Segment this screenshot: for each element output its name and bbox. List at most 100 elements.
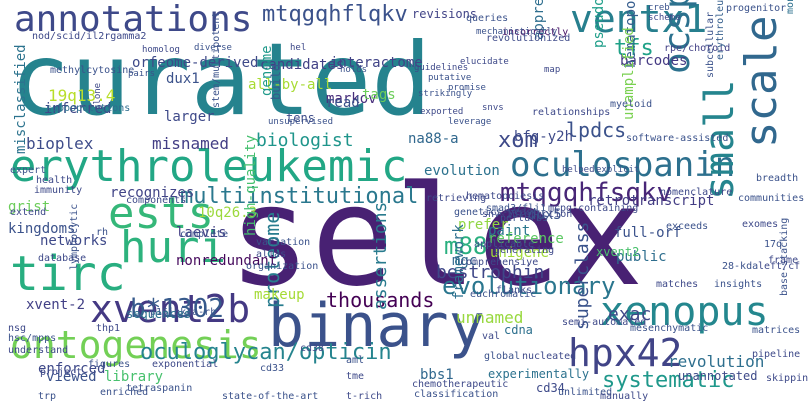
- word-nsg: nsg: [8, 323, 27, 334]
- word-b1302: b*1302: [130, 294, 224, 324]
- word-viewed: viewed: [46, 369, 97, 385]
- word-scale: scale: [736, 15, 787, 148]
- word-xenopus: xenopus: [600, 289, 769, 335]
- word-val: val: [482, 331, 501, 342]
- word-figures: figures: [88, 359, 131, 370]
- word-oculospanin: oculospanin: [510, 145, 736, 185]
- word-hematopoiesis: hematopoiesis: [466, 191, 545, 202]
- word-bestrophin: bestrophin: [436, 262, 545, 283]
- word-genetics-yeast: genetics-yeast: [454, 207, 539, 218]
- word-hel: hel: [290, 43, 307, 53]
- word-recognizes: recognizes: [110, 185, 195, 201]
- word-unnamed: unnamed: [456, 308, 524, 327]
- word-state-of-the-art: state-of-the-art: [222, 391, 319, 402]
- word-grist: grist: [8, 199, 51, 215]
- word-misclassified: misclassified: [13, 44, 29, 154]
- word-cd34: cd34: [536, 381, 565, 395]
- word-creb: creb: [648, 3, 670, 13]
- word-erythroleukemic: erythroleukemic: [10, 141, 408, 192]
- word-mechanistically: mechanistically: [476, 27, 558, 37]
- word-cd33: cd33: [260, 363, 285, 374]
- word-mgc: mgc: [452, 253, 478, 269]
- word-nod-scid-il2rgamma2: nod/scid/il2rgamma2: [32, 31, 147, 42]
- word-leverage: leverage: [448, 117, 492, 127]
- word-scheme: scheme: [648, 13, 681, 23]
- word-tens: tens: [286, 111, 315, 125]
- word-full-orf: full-orf: [614, 225, 682, 241]
- word-bbs1: bbs1: [420, 367, 454, 383]
- word-chemotherapeutic: chemotherapeutic: [412, 379, 509, 390]
- word-nomenclature: nomenclature: [660, 187, 733, 198]
- word-markov: markov: [326, 91, 377, 107]
- word-oculoglycan-opticin: oculoglycan/opticin: [140, 340, 392, 365]
- word-promise: promise: [448, 83, 486, 93]
- word-monocyte-to-macrophage: monocyte-to-macrophage: [785, 0, 796, 14]
- word-evolutionary: evolutionary: [442, 272, 616, 300]
- word-subpopulations: subpopulations: [46, 103, 131, 114]
- word-matches: matches: [656, 279, 699, 290]
- word-components: components: [126, 195, 187, 206]
- word-methylcytosine: methylcytosine: [50, 65, 135, 76]
- word-extend: extend: [10, 207, 47, 218]
- word-pipeline: pipeline: [752, 349, 801, 360]
- word-evolution: evolution: [424, 163, 500, 179]
- word-communities: communities: [738, 193, 805, 204]
- word-unlimited: unlimited: [558, 387, 613, 398]
- word-alias: alias: [256, 249, 287, 260]
- word-ontogenesis: ontogenesis: [10, 323, 262, 367]
- word-huri: huri: [120, 222, 226, 273]
- word-variation: variation: [256, 237, 311, 248]
- word-xvent-2: xvent-2: [26, 297, 86, 313]
- word-exceeds: exceeds: [666, 221, 709, 232]
- word-retrotranscript: retrotranscript: [588, 193, 715, 209]
- word-myeloid: myeloid: [610, 99, 653, 110]
- word-28-kda: 28-kda: [722, 261, 759, 272]
- word-xvent2b: xvent2b: [90, 287, 251, 331]
- word-applicable: applicable: [474, 239, 535, 250]
- word-aml: aml: [346, 355, 365, 366]
- word-left-cf: left/cf: [758, 261, 801, 272]
- word-comprehensive: comprehensive: [460, 257, 539, 268]
- word-dux5: dux5: [528, 207, 562, 223]
- word-enforced: enforced: [38, 361, 106, 377]
- word-mtqgqhflqkv: mtqgqhflqkv: [262, 2, 408, 27]
- word-organization: organization: [246, 261, 319, 272]
- word-unannotated: unannotated: [678, 369, 758, 383]
- word-lymphocytic: lymphocytic: [69, 203, 80, 270]
- word-ventx1: ventx1: [570, 0, 708, 41]
- word-larger: larger: [164, 109, 215, 125]
- word-19q13-4: 19q13.4: [48, 86, 116, 105]
- word-na88-a: na88-a: [408, 131, 459, 147]
- word-m88: m88: [444, 232, 488, 260]
- word-snv-interaction: snv-interaction: [482, 209, 573, 220]
- word-relationships: relationships: [532, 107, 611, 118]
- word-t-rich: t-rich: [346, 391, 383, 402]
- word-progenitor: progenitor: [726, 3, 787, 14]
- word-smad3-fli1: smad3/fli1: [486, 203, 547, 214]
- word-diverse: diverse: [194, 43, 232, 53]
- word-project: project: [40, 367, 83, 378]
- word-17q: 17q: [764, 239, 783, 250]
- word-hsc-mpps: hsc/mpps: [8, 333, 57, 344]
- word-xvent2: xvent2: [596, 245, 640, 259]
- word-rh: rh: [96, 227, 109, 238]
- word-tetraspanin: tetraspanin: [126, 383, 193, 394]
- word-tfs: tfs: [614, 36, 654, 61]
- word-semi-automated: semi-automated: [562, 317, 647, 328]
- word-revolutionized: revolutionized: [486, 33, 571, 44]
- word-explicit: explicit: [596, 165, 640, 175]
- word-hpx42: hpx42: [568, 331, 683, 375]
- word-barcodes: barcodes: [620, 53, 688, 69]
- word-euchromatic: euchromatic: [470, 289, 537, 300]
- word-exported: exported: [420, 107, 464, 117]
- word-public: public: [616, 249, 667, 265]
- word-complete: complete: [180, 229, 229, 240]
- word-binary: binary: [268, 291, 485, 361]
- word-rpe-choroid: rpe/choroid: [664, 43, 731, 54]
- word-matrices: matrices: [752, 325, 801, 336]
- word-inferred: inferred: [44, 101, 112, 117]
- word-all-by-all: all-by-all: [248, 77, 333, 93]
- word-mtqgqhfsqkv: mtqgqhfsqkv: [500, 178, 673, 208]
- word-database: database: [38, 253, 87, 264]
